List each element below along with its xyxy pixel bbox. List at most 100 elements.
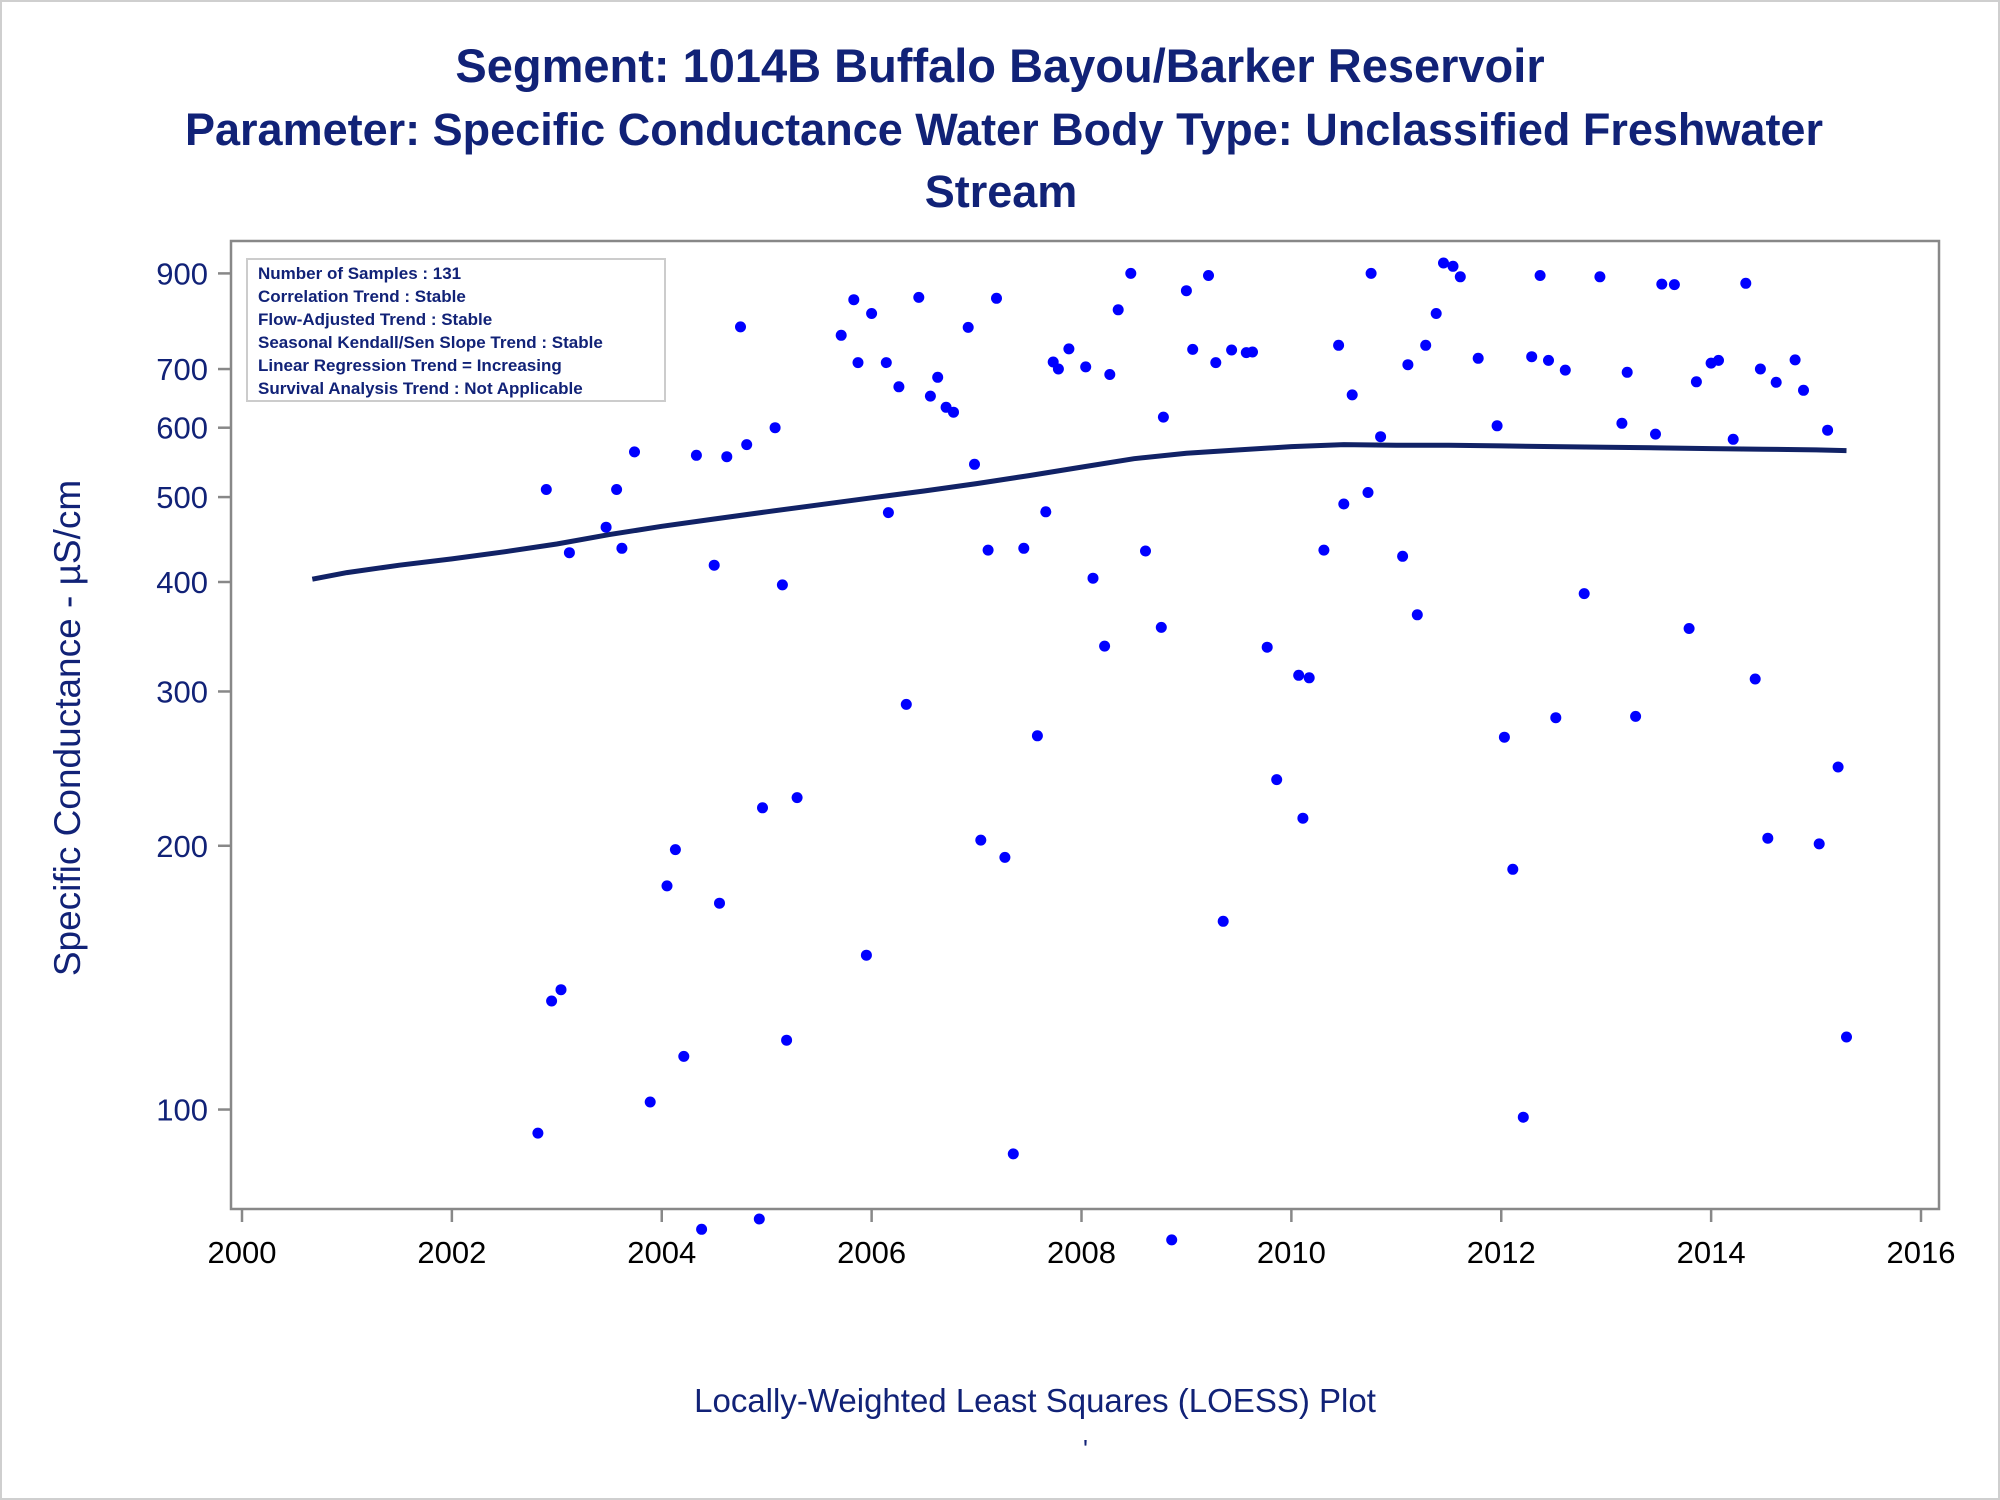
data-point	[969, 458, 980, 470]
data-point	[1798, 384, 1809, 396]
x-tick-label: 2000	[208, 1235, 277, 1270]
data-point	[669, 844, 681, 856]
data-point	[1420, 339, 1432, 351]
data-point	[532, 1127, 544, 1139]
data-point	[1630, 710, 1642, 722]
data-point	[1543, 354, 1554, 366]
data-point	[1491, 420, 1503, 432]
data-point	[629, 446, 640, 458]
data-point	[1297, 812, 1309, 824]
data-point	[1621, 366, 1633, 378]
data-point	[1031, 730, 1043, 742]
data-point	[776, 579, 788, 591]
data-point	[1507, 863, 1519, 875]
data-point	[769, 422, 781, 434]
data-point	[1411, 609, 1423, 621]
y-tick-label: 400	[156, 565, 208, 600]
data-point	[913, 291, 925, 303]
data-point	[540, 484, 552, 495]
data-point	[1180, 285, 1192, 297]
chart-title-parameter: Parameter: Specific Conductance Water Bo…	[185, 104, 1823, 155]
data-point	[721, 451, 733, 463]
data-point	[563, 547, 575, 559]
data-point	[1789, 354, 1801, 366]
data-point	[924, 390, 936, 402]
trend-summary-box: Number of Samples : 131 Correlation Trend…	[246, 258, 666, 402]
data-point	[1080, 361, 1092, 373]
data-point	[1217, 915, 1229, 927]
data-point	[1559, 364, 1571, 376]
data-point	[1822, 424, 1834, 436]
data-point	[1749, 673, 1761, 685]
x-tick-label: 2002	[417, 1235, 486, 1270]
data-point	[1690, 376, 1702, 388]
data-point	[1261, 641, 1273, 653]
data-point	[1616, 417, 1628, 429]
data-point	[1727, 433, 1739, 445]
chart-title-water-body: Stream	[924, 166, 1078, 217]
data-point	[991, 292, 1002, 304]
data-point	[714, 897, 725, 909]
data-point	[1338, 498, 1350, 510]
data-point	[1668, 279, 1680, 291]
data-point	[1187, 343, 1199, 355]
data-point	[860, 949, 872, 961]
x-tick-label: 2006	[837, 1235, 906, 1270]
data-point	[644, 1096, 656, 1108]
x-tick-label: 2014	[1677, 1235, 1746, 1270]
data-point	[600, 521, 612, 533]
data-point	[1157, 411, 1169, 423]
data-point	[1226, 344, 1238, 356]
data-point	[1550, 712, 1562, 724]
data-point	[999, 851, 1011, 863]
data-point	[753, 1213, 765, 1225]
data-point	[1104, 369, 1116, 380]
data-point	[835, 329, 847, 341]
chart-title-segment: Segment: 1014B Buffalo Bayou/Barker Rese…	[455, 39, 1545, 92]
data-point	[1125, 267, 1137, 279]
data-point	[1303, 672, 1315, 684]
data-point	[848, 294, 860, 306]
data-point	[1166, 1234, 1178, 1246]
data-point	[1333, 339, 1345, 351]
data-point	[1454, 271, 1466, 283]
data-point	[1656, 278, 1668, 290]
x-tick-label: 2008	[1047, 1235, 1116, 1270]
data-point	[708, 559, 720, 571]
data-point	[735, 321, 746, 333]
data-point	[852, 357, 864, 369]
data-point	[982, 544, 994, 556]
data-point	[932, 371, 944, 383]
data-point	[1578, 588, 1590, 600]
data-point	[1365, 267, 1377, 279]
trend-summary-line: Linear Regression Trend = Increasing	[258, 356, 562, 375]
y-axis: 100 200 300 400 500 600 700 900	[156, 256, 231, 1128]
data-point	[661, 880, 673, 892]
data-point	[1346, 389, 1358, 401]
y-tick-label: 200	[156, 829, 208, 864]
x-tick-label: 2010	[1257, 1235, 1326, 1270]
data-point	[1112, 304, 1124, 316]
trend-summary-line: Number of Samples : 131	[258, 264, 461, 283]
x-tick-label: 2012	[1467, 1235, 1536, 1270]
y-tick-label: 500	[156, 480, 208, 515]
data-point	[1052, 363, 1064, 375]
y-tick-label: 300	[156, 674, 208, 709]
data-point	[1754, 363, 1766, 375]
data-point	[1375, 431, 1387, 443]
data-point	[1526, 351, 1538, 363]
data-point	[1099, 640, 1111, 652]
data-point	[880, 357, 892, 369]
data-point	[678, 1050, 690, 1062]
data-point	[1293, 669, 1305, 681]
data-point	[1498, 731, 1510, 743]
data-points	[306, 257, 1852, 1246]
data-point	[1517, 1111, 1529, 1123]
data-point	[1594, 271, 1606, 283]
data-point	[1740, 277, 1752, 289]
data-point	[948, 406, 959, 418]
y-tick-label: 100	[156, 1093, 208, 1128]
x-tick-label: 2016	[1887, 1235, 1956, 1270]
